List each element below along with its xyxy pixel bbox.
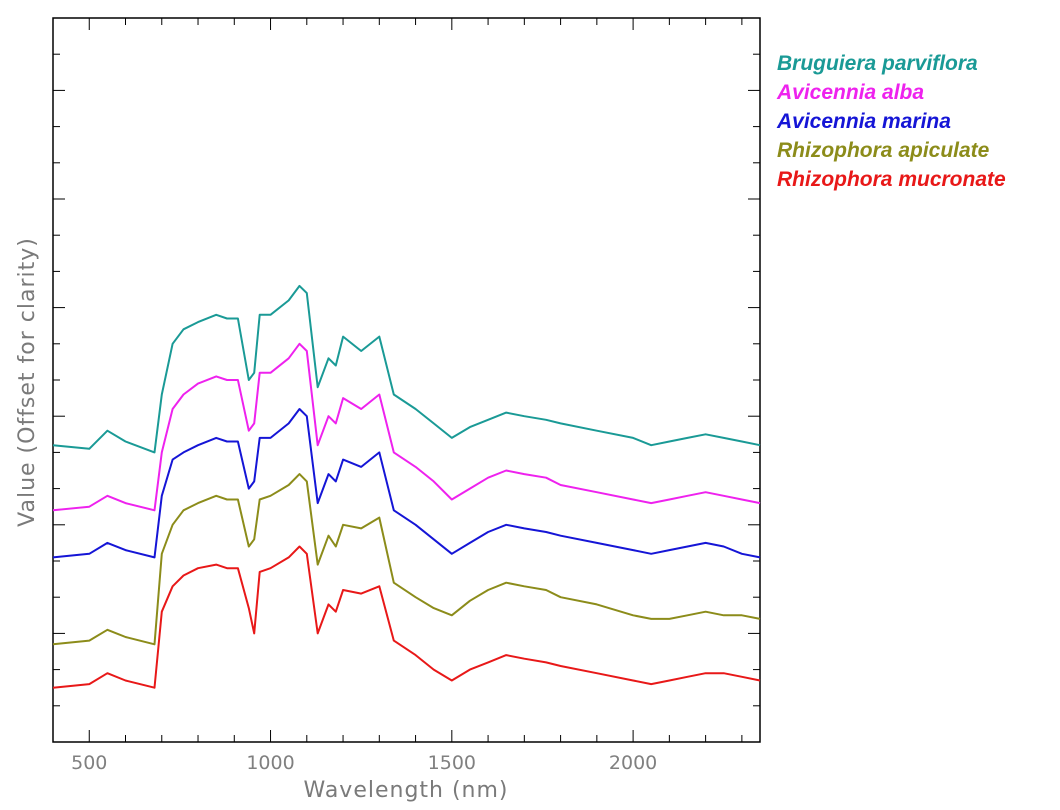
legend: Bruguiera parviflora Avicennia alba Avicen… [776,52,1006,191]
x-tick-label: 500 [71,752,107,774]
legend-entry: Avicennia marina [776,110,951,133]
x-tick-label: 1000 [246,752,294,774]
x-tick-label: 2000 [609,752,657,774]
legend-entry: Bruguiera parviflora [777,52,978,75]
series-line-avicennia-marina [52,408,761,559]
legend-entry: Rhizophora apiculate [777,139,990,162]
x-tick-label: 1500 [428,752,476,774]
legend-entry: Avicennia alba [776,81,924,104]
y-axis-title: Value (Offset for clarity) [15,237,40,527]
series-line-rhizophora-mucronate [52,545,761,689]
x-tick-labels: 500 1000 1500 2000 [71,752,657,774]
plot-area [52,17,761,743]
series-line-rhizophora-apiculate [52,473,761,646]
legend-entry: Rhizophora mucronate [777,168,1006,191]
x-axis-title: Wavelength (nm) [303,778,508,803]
axis-ticks [53,18,760,742]
series-line-bruguiera-parviflora [52,284,761,454]
series-line-avicennia-alba [52,342,761,512]
series-lines [52,284,761,689]
